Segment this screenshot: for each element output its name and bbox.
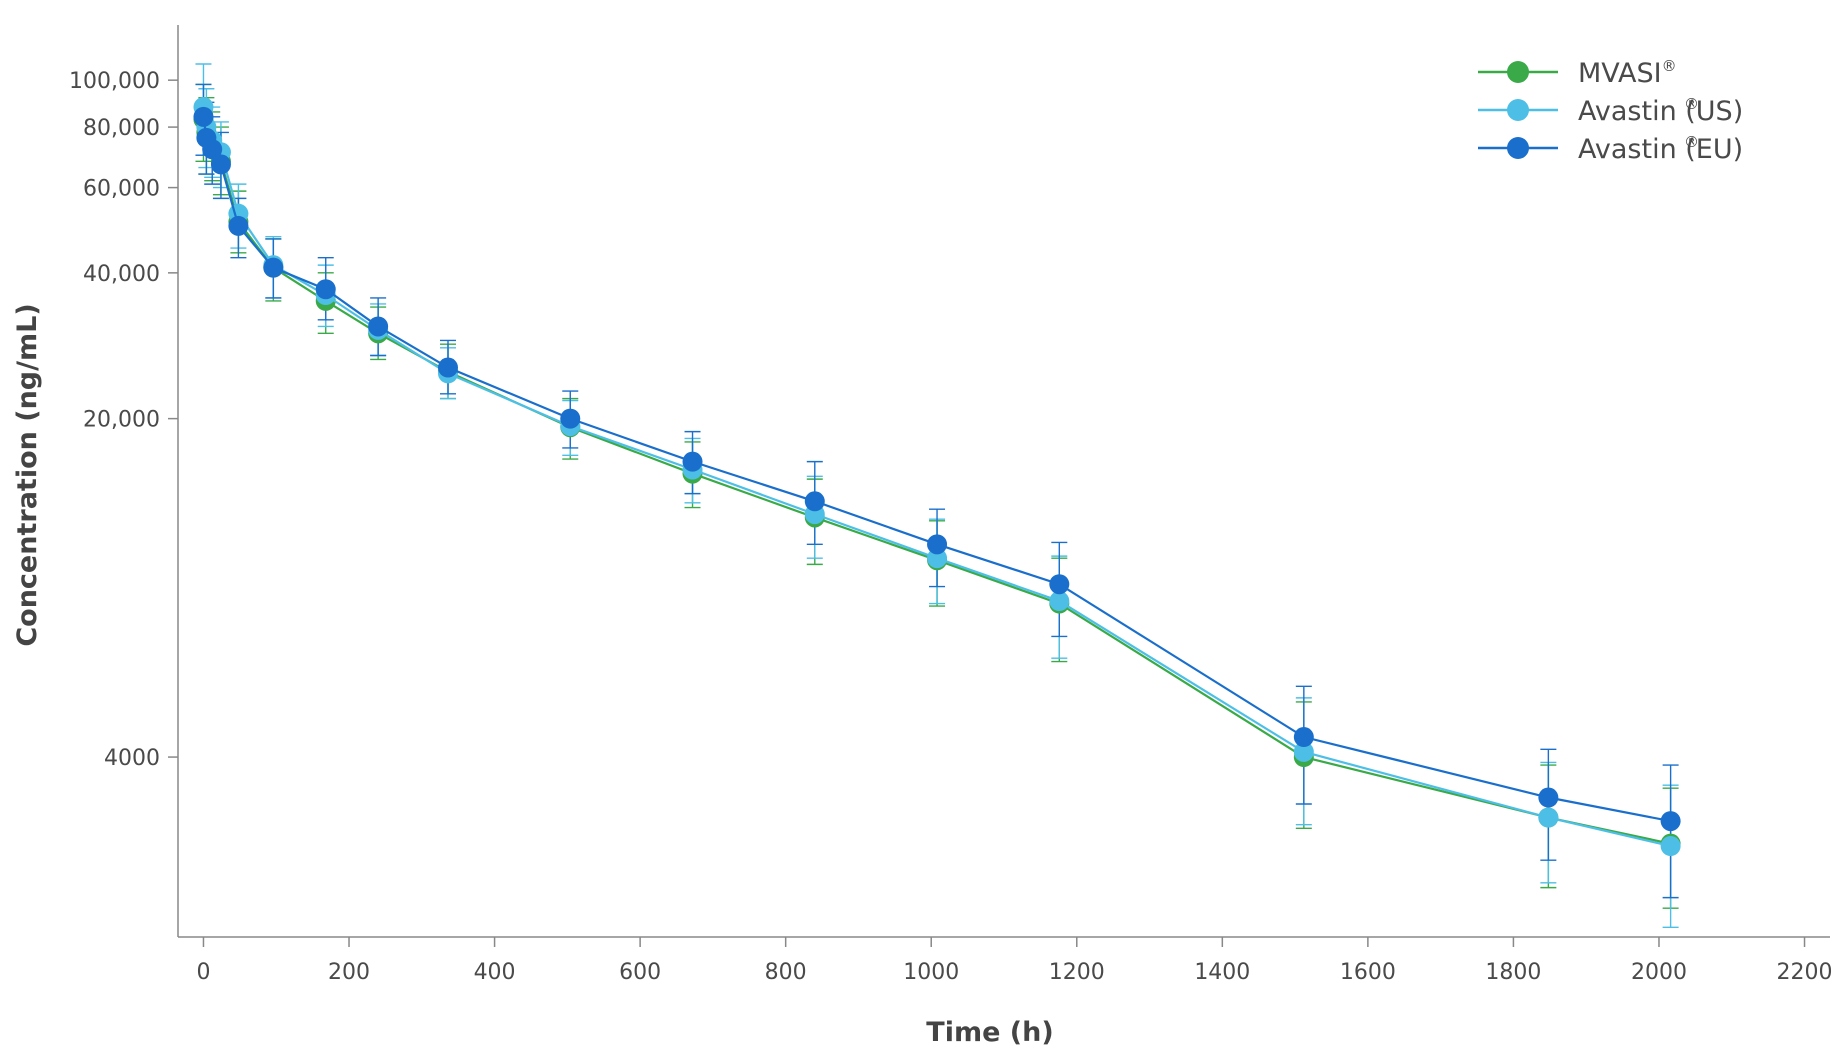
data-point <box>1049 591 1070 612</box>
series-line <box>202 116 1671 823</box>
data-point <box>927 548 948 569</box>
series-layer <box>193 63 1681 929</box>
legend-marker-mvasi <box>1507 61 1529 83</box>
legend-marker-avastin-us <box>1507 99 1529 121</box>
series-avastin-us <box>195 63 1679 929</box>
data-point <box>804 491 825 512</box>
data-point <box>228 215 249 236</box>
x-axis-title: Time (h) <box>926 1017 1053 1048</box>
x-tick-label: 1400 <box>1194 960 1250 985</box>
data-point <box>682 451 703 472</box>
data-point <box>210 154 231 175</box>
x-tick-label: 2000 <box>1631 960 1687 985</box>
y-tick-label: 4000 <box>104 746 160 771</box>
data-point <box>1293 727 1314 748</box>
x-tick-label: 200 <box>328 960 370 985</box>
legend-item-mvasi: MVASI® <box>1478 57 1677 89</box>
x-tick-label: 600 <box>619 960 661 985</box>
data-point <box>1660 811 1681 832</box>
y-tick-label: 40,000 <box>83 262 160 287</box>
legend-item-avastin-us: Avastin (US) ® <box>1478 95 1743 127</box>
legend-marker-avastin-eu <box>1507 137 1529 159</box>
series-mvasi <box>195 83 1679 909</box>
x-tick-label: 800 <box>765 960 807 985</box>
series-line <box>202 106 1671 848</box>
x-tick-label: 1200 <box>1049 960 1105 985</box>
svg-text:Avastin (EU): Avastin (EU) <box>1578 134 1743 165</box>
x-tick-label: 0 <box>196 960 210 985</box>
data-point <box>193 106 214 127</box>
data-point <box>315 279 336 300</box>
series-line-group-avastin-eu <box>193 106 1681 832</box>
data-point <box>1538 807 1559 828</box>
legend-registered-avastin-eu: ® <box>1684 133 1699 151</box>
legend-label-avastin-eu: Avastin (EU) <box>1578 134 1743 165</box>
legend: MVASI® Avastin (US) ® Avastin (EU) ® <box>1478 57 1743 165</box>
data-point <box>1660 836 1681 857</box>
y-tick-label: 20,000 <box>83 408 160 433</box>
series-line-group-avastin-us <box>193 97 1681 857</box>
x-tick-label: 2200 <box>1777 960 1833 985</box>
data-point <box>1538 787 1559 808</box>
x-tick-label: 1800 <box>1485 960 1541 985</box>
data-point <box>1293 741 1314 762</box>
data-point <box>927 534 948 555</box>
y-ticks: 4000 20,000 40,000 60,000 80,000 100,000 <box>69 69 178 771</box>
data-point <box>368 316 389 337</box>
data-point <box>202 139 223 160</box>
legend-registered-mvasi: ® <box>1662 57 1677 75</box>
x-tick-label: 1000 <box>903 960 959 985</box>
y-tick-label: 100,000 <box>69 69 160 94</box>
data-point <box>1049 574 1070 595</box>
y-tick-label: 80,000 <box>83 116 160 141</box>
legend-label-avastin-us: Avastin (US) <box>1578 96 1743 127</box>
svg-text:MVASI®: MVASI® <box>1578 57 1677 89</box>
data-point <box>560 408 581 429</box>
data-point <box>437 357 458 378</box>
y-axis-title: Concentration (ng/mL) <box>12 303 43 646</box>
x-tick-label: 400 <box>474 960 516 985</box>
series-line <box>202 119 1671 845</box>
svg-text:Avastin (US): Avastin (US) <box>1578 96 1743 127</box>
axes <box>177 25 1830 938</box>
x-tick-label: 1600 <box>1340 960 1396 985</box>
legend-label-mvasi: MVASI <box>1578 58 1662 89</box>
y-tick-label: 60,000 <box>83 177 160 202</box>
x-ticks: 0 200 400 600 800 1000 1200 1400 1600 1800 2000 220… <box>196 937 1833 985</box>
data-point <box>263 257 284 278</box>
legend-registered-avastin-us: ® <box>1684 95 1699 113</box>
legend-item-avastin-eu: Avastin (EU) ® <box>1478 133 1743 165</box>
series-line-group-mvasi <box>193 109 1681 854</box>
